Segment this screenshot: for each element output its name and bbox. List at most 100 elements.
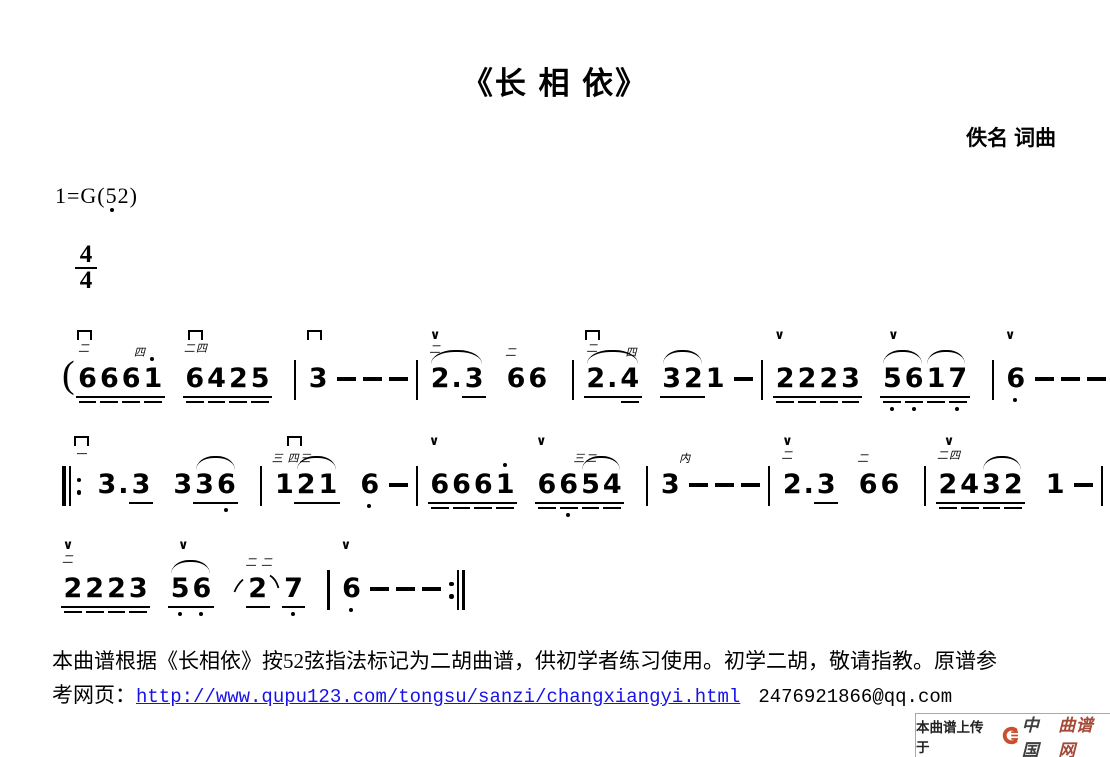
underline-sixteenth bbox=[982, 507, 1001, 509]
footer-line2: 考网页：http://www.qupu123.com/tongsu/sanzi/… bbox=[52, 683, 953, 708]
duration-dash bbox=[370, 587, 390, 591]
down-bow-icon bbox=[73, 436, 89, 446]
note-cell: 1 bbox=[274, 469, 294, 500]
note-cell: 4 bbox=[957, 470, 982, 509]
fingering-label: 内 bbox=[679, 453, 692, 465]
note-group: 2. 4 二 四 bbox=[583, 330, 642, 428]
bowing-fingering-mark: 三二 bbox=[573, 436, 597, 466]
bowing-fingering-mark: ∨ 二 bbox=[781, 435, 793, 463]
key-dotted-note: 5 bbox=[106, 183, 118, 212]
contact-email: 2476921866@qq.com bbox=[758, 686, 953, 708]
bowing-fingering-mark: 二 bbox=[584, 330, 600, 356]
note-cell: 2 bbox=[1001, 470, 1026, 509]
note-cell: 6 bbox=[449, 470, 474, 509]
low-octave-dot bbox=[177, 612, 182, 616]
fingering-label: 二 bbox=[62, 554, 74, 566]
note-cell: 1 bbox=[924, 364, 948, 403]
note-cell: 3 bbox=[308, 363, 328, 394]
fingering-label: 二四 bbox=[937, 450, 961, 462]
note-cell: 3 bbox=[659, 364, 684, 398]
note-cell: 3. bbox=[97, 469, 129, 500]
barline bbox=[646, 466, 649, 506]
low-octave-dot bbox=[367, 504, 372, 508]
underline-eighth bbox=[104, 606, 129, 608]
bowing-fingering-mark: 二 二 bbox=[245, 540, 273, 570]
underline-sixteenth bbox=[883, 401, 902, 403]
note-cell: 6 bbox=[182, 364, 207, 403]
duration-dash bbox=[422, 587, 442, 591]
note-cell: 6 bbox=[506, 363, 526, 394]
duration-dash bbox=[734, 377, 754, 381]
underline-eighth bbox=[462, 396, 487, 398]
underline-eighth bbox=[600, 502, 625, 504]
underline-sixteenth bbox=[64, 611, 82, 613]
down-bow-icon bbox=[286, 436, 302, 446]
note-cell: 6 bbox=[75, 364, 100, 403]
note-group: 6 ∨ bbox=[1005, 329, 1027, 428]
underline-sixteenth bbox=[1004, 507, 1023, 509]
augmentation-dot: . bbox=[451, 363, 462, 394]
augmentation-dot: . bbox=[118, 469, 129, 500]
bowing-fingering-mark: ∨ bbox=[341, 539, 352, 554]
underline-eighth bbox=[979, 502, 1004, 504]
note-group: 1 bbox=[1044, 436, 1066, 534]
duration-dash bbox=[1086, 377, 1106, 381]
underline-eighth bbox=[814, 502, 839, 504]
underline-sixteenth bbox=[841, 401, 860, 403]
bowing-fingering-mark: ∨ 二 bbox=[429, 329, 442, 357]
note-cell: 6 bbox=[341, 574, 363, 612]
fingering-label: 三 四三 bbox=[271, 453, 312, 465]
upload-credit-box: 本曲谱上传于 中国 曲谱网 bbox=[915, 713, 1110, 757]
duration-dash bbox=[363, 377, 383, 381]
low-octave-dot bbox=[566, 513, 571, 517]
underline-sixteenth bbox=[939, 507, 957, 509]
underline-eighth bbox=[82, 606, 107, 608]
note-group: 5 6 ∨ bbox=[168, 539, 214, 638]
underline-eighth bbox=[1001, 502, 1026, 504]
bowing-fingering-mark bbox=[286, 436, 302, 449]
underline-eighth bbox=[902, 396, 927, 398]
note-cell: 6 bbox=[359, 470, 381, 508]
bowing-fingering-mark: ∨ bbox=[774, 329, 785, 344]
fingering-label: 二 bbox=[78, 343, 91, 355]
fingering-label: 二 bbox=[505, 347, 518, 359]
repeat-start-sign bbox=[62, 466, 84, 506]
fingering-label: 四 bbox=[133, 347, 146, 359]
barline bbox=[415, 466, 418, 506]
note-cell: 2 bbox=[795, 364, 819, 403]
note-cell: 3 bbox=[126, 574, 151, 613]
low-octave-dot bbox=[223, 508, 228, 512]
note-cell: 2 bbox=[104, 574, 129, 613]
note-cell: 5 bbox=[578, 470, 603, 509]
note-cell: 2 bbox=[936, 470, 960, 509]
underline-eighth bbox=[141, 396, 165, 398]
fingering-label: 二 二 bbox=[245, 557, 274, 569]
note-cell: 6 bbox=[189, 574, 214, 616]
note-cell: 1 bbox=[1045, 469, 1065, 500]
rise-slide-icon bbox=[233, 574, 247, 604]
barline bbox=[761, 360, 764, 400]
fingering-label: 二 bbox=[429, 344, 442, 356]
footer-note: 本曲谱根据《长相依》按52弦指法标记为二胡曲谱，供初学者练习使用。初学二胡，敬请… bbox=[52, 644, 1082, 714]
note-cell: 5 bbox=[168, 574, 192, 616]
barline bbox=[768, 466, 771, 506]
underline-sixteenth bbox=[474, 507, 493, 509]
note-cell: 2 bbox=[61, 574, 85, 613]
note-cell: 6 bbox=[556, 470, 581, 517]
low-octave-dot bbox=[889, 407, 894, 411]
slur-arc bbox=[883, 350, 923, 364]
duration-dash bbox=[388, 483, 408, 487]
bowing-fingering-mark: 内 bbox=[679, 436, 691, 466]
underline-sixteenth bbox=[819, 401, 838, 403]
note-cell: 2 bbox=[226, 364, 251, 403]
down-bow-icon bbox=[307, 330, 323, 340]
note-cell: 5 bbox=[880, 364, 905, 411]
underline-sixteenth bbox=[251, 401, 270, 403]
bowing-fingering-mark bbox=[307, 330, 323, 343]
note-cell: 3 bbox=[814, 470, 839, 504]
source-url-link[interactable]: http://www.qupu123.com/tongsu/sanzi/chan… bbox=[136, 686, 741, 708]
bowing-fingering-mark: ∨ 二四 bbox=[937, 435, 961, 463]
underline-sixteenth bbox=[960, 507, 979, 509]
